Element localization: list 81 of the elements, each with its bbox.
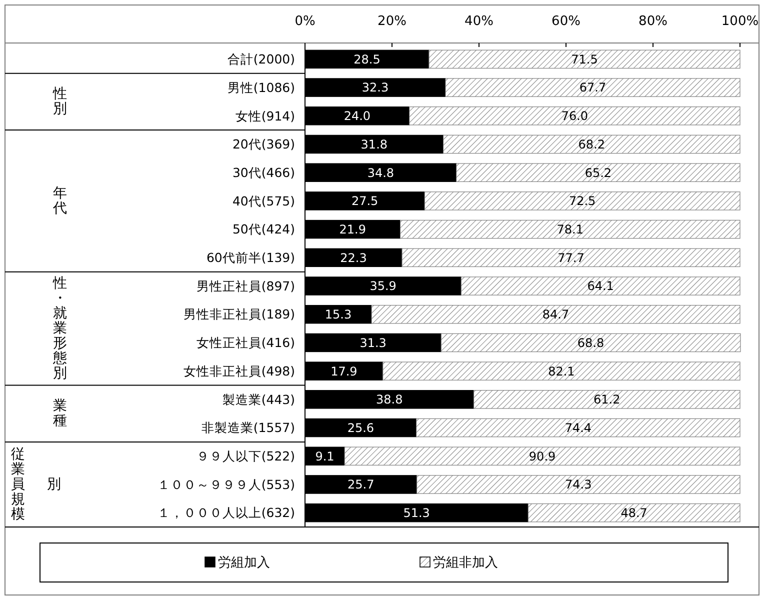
data-label: 51.3: [403, 506, 430, 520]
y-tick-label: 40代(575): [232, 193, 295, 208]
y-tick-label: 合計(2000): [227, 52, 295, 67]
data-label: 27.5: [351, 194, 378, 208]
bar: [456, 163, 740, 182]
x-tick-label: 20%: [378, 14, 406, 29]
data-label: 82.1: [548, 364, 575, 378]
y-tick-label: 製造業(443): [222, 392, 295, 407]
data-label: 31.3: [360, 336, 386, 350]
data-label: 90.9: [528, 449, 556, 464]
y-tick-label: １００～９９９人(553): [157, 476, 295, 492]
y-tick-label: 60代前半(139): [206, 250, 295, 266]
data-label: 15.3: [324, 308, 352, 322]
data-label: 84.7: [542, 308, 570, 322]
data-label: 74.3: [565, 478, 592, 492]
data-label: 28.5: [354, 52, 380, 66]
data-label: 21.9: [339, 222, 366, 236]
y-tick-label: ９９人以下(522): [196, 448, 295, 464]
data-label: 48.7: [620, 506, 648, 520]
legend-label: 労組加入: [218, 556, 270, 571]
data-label: 32.3: [362, 80, 389, 95]
bar: [473, 390, 740, 409]
y-tick-label: 20代(369): [232, 136, 295, 152]
data-label: 25.6: [347, 420, 374, 435]
bar: [382, 362, 740, 380]
bar: [440, 333, 741, 352]
x-tick-label: 0%: [294, 14, 316, 29]
text: 従業員規模別: [11, 446, 61, 522]
data-label: 68.8: [577, 336, 604, 350]
bar: [371, 304, 740, 324]
y-tick-label: 女性(914): [235, 108, 295, 124]
y-tick-label: 50代(424): [232, 222, 295, 237]
bar: [416, 475, 740, 494]
data-label: 35.9: [370, 279, 396, 294]
bar: [445, 78, 740, 97]
bar: [400, 220, 740, 239]
x-tick-label: 40%: [464, 14, 494, 29]
data-label: 61.2: [594, 392, 620, 407]
y-tick-label: 男性非正社員(189): [183, 306, 295, 322]
x-tick-label: 80%: [638, 14, 668, 29]
text: 業種: [53, 398, 67, 430]
text: 性・就業形態別: [52, 276, 67, 382]
data-label: 38.8: [376, 392, 403, 407]
y-tick-label: 30代(466): [232, 164, 295, 180]
data-label: 71.5: [571, 52, 598, 66]
data-label: 65.2: [584, 166, 612, 180]
data-label: 67.7: [579, 80, 606, 95]
y-tick-label: 非製造業(1557): [201, 420, 295, 436]
bar: [443, 134, 740, 154]
data-label: 24.0: [344, 109, 371, 124]
data-label: 17.9: [330, 364, 358, 378]
text: 年代: [52, 185, 67, 216]
bar: [424, 192, 740, 210]
bar: [416, 418, 740, 438]
bar: [428, 50, 740, 69]
data-label: 34.8: [367, 166, 394, 180]
bar: [344, 446, 740, 466]
data-label: 74.4: [564, 420, 592, 435]
data-label: 72.5: [568, 194, 596, 208]
x-tick-label: 100%: [721, 14, 759, 29]
x-tick-label: 60%: [552, 14, 580, 29]
y-tick-label: 男性(1086): [227, 80, 295, 95]
legend-label: 労組非加入: [433, 556, 498, 571]
data-label: 25.7: [348, 478, 374, 492]
data-label: 9.1: [315, 449, 334, 464]
data-label: 31.8: [360, 137, 388, 152]
bar: [409, 106, 740, 126]
bar: [402, 248, 740, 268]
text: 性別: [52, 86, 67, 118]
data-label: 68.2: [578, 137, 606, 152]
data-label: 76.0: [561, 109, 588, 124]
data-label: 78.1: [556, 222, 584, 236]
data-label: 22.3: [340, 250, 367, 265]
y-tick-label: １，０００人以上(632): [157, 505, 295, 520]
bar: [528, 503, 740, 522]
y-tick-label: 男性正社員(897): [196, 278, 295, 294]
data-label: 77.7: [558, 250, 584, 265]
y-tick-label: 女性正社員(416): [196, 335, 295, 350]
bar: [460, 276, 740, 296]
data-label: 64.1: [587, 279, 614, 294]
y-tick-label: 女性非正社員(498): [183, 363, 295, 378]
